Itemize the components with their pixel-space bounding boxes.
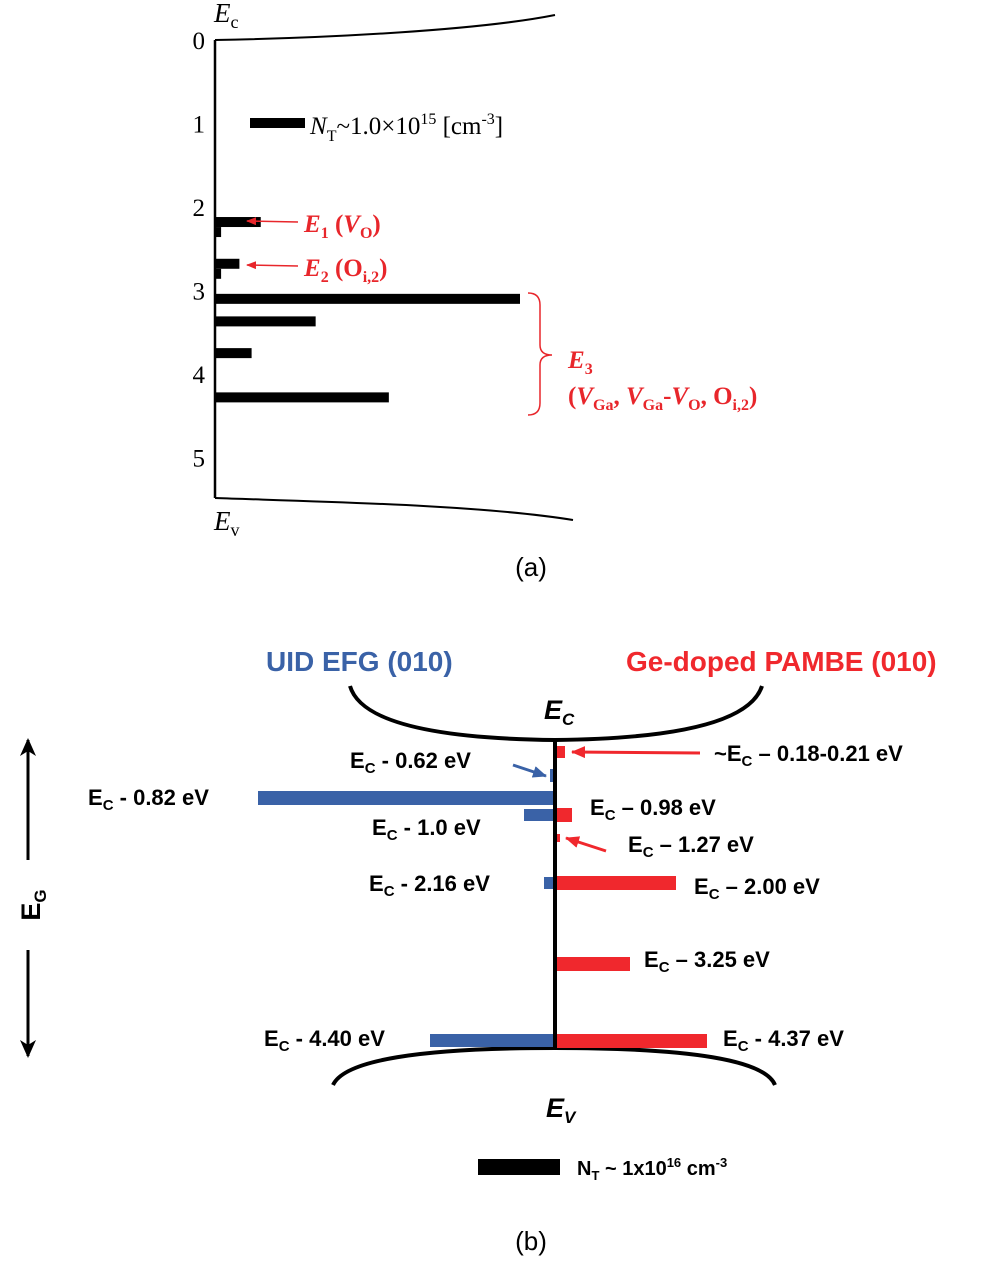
- axis-tick-label: 0: [193, 28, 206, 55]
- ec-label: EC: [544, 695, 575, 729]
- e3-bracket: [527, 292, 553, 416]
- left-bar-0.62eV: [550, 769, 555, 782]
- right-label-0.18: ~EC – 0.18-0.21 eV: [714, 741, 903, 770]
- eg-label: EG: [16, 889, 50, 920]
- conduction-band-curve: [214, 14, 556, 41]
- axis-tick-label: 1: [193, 112, 206, 139]
- scale-bar: [250, 118, 305, 128]
- scale-bar-b: [478, 1159, 560, 1175]
- trap-bar: [215, 348, 252, 359]
- ev-band-curve: [331, 1045, 777, 1087]
- left-bar-2.16eV: [544, 877, 555, 889]
- panel-b: UID EFG (010) Ge-doped PAMBE (010) EC EV…: [16, 646, 937, 1256]
- right-bar-3.25eV: [555, 957, 630, 971]
- left-label-2.16: EC - 2.16 eV: [369, 871, 490, 900]
- right-label-3.25: EC – 3.25 eV: [644, 947, 770, 976]
- axis-tick-labels: 0 1 2 3 4 5: [193, 28, 206, 473]
- right-label-0.98: EC – 0.98 eV: [590, 795, 716, 824]
- axis-tick-label: 2: [193, 195, 206, 222]
- valence-band-curve: [214, 497, 574, 521]
- e1-arrow: [246, 217, 299, 226]
- trap-bar: [215, 258, 240, 269]
- right-label-2.00: EC – 2.00 eV: [694, 874, 820, 903]
- left-label-0.62: EC - 0.62 eV: [350, 748, 471, 777]
- right-bar-0.18eV: [555, 746, 565, 758]
- e3-label: E3: [567, 347, 593, 378]
- left-bar-0.82eV: [258, 791, 555, 805]
- right-arrow-0.18: [571, 746, 701, 759]
- axis-tick-label: 4: [193, 362, 206, 389]
- right-label-4.37: EC - 4.37 eV: [723, 1026, 844, 1055]
- ev-band-label: Ev: [213, 506, 240, 540]
- right-bar-0.98eV: [555, 808, 572, 822]
- panel-b-caption: (b): [515, 1226, 547, 1256]
- left-arrow-0.62: [512, 763, 547, 778]
- trap-bar: [215, 316, 316, 327]
- axis-tick-label: 3: [193, 279, 206, 306]
- left-label-1.0: EC - 1.0 eV: [372, 815, 481, 844]
- e2-label: E2 (Oi,2): [303, 255, 388, 286]
- ec-band-label: Ec: [213, 0, 239, 32]
- left-bar-1.0eV: [524, 809, 555, 821]
- trap-bar: [215, 268, 222, 279]
- panel-a-caption: (a): [515, 552, 547, 582]
- left-label-4.40: EC - 4.40 eV: [264, 1026, 385, 1055]
- trap-density-bars: [215, 217, 520, 403]
- e2-arrow: [246, 261, 299, 270]
- axis-tick-label: 5: [193, 446, 206, 473]
- right-bar-2.00eV: [555, 876, 676, 890]
- trap-bar: [215, 217, 261, 228]
- right-label-1.27: EC – 1.27 eV: [628, 832, 754, 861]
- trap-bar: [215, 392, 389, 403]
- left-sample-title: UID EFG (010): [266, 646, 453, 677]
- e1-label: E1 (VO): [303, 211, 381, 242]
- scale-bar-b-label: NT ~ 1x1016 cm-3: [577, 1155, 727, 1183]
- left-bar-4.40eV: [430, 1034, 555, 1047]
- ev-label: EV: [546, 1093, 577, 1127]
- left-label-0.82: EC - 0.82 eV: [88, 785, 209, 814]
- trap-bar: [215, 227, 222, 238]
- right-arrow-1.27: [565, 836, 607, 853]
- e3-origin-label: (VGa, VGa-VO, Oi,2): [568, 383, 757, 414]
- right-bar-1.27eV: [555, 834, 560, 842]
- right-bar-4.37eV: [555, 1034, 707, 1048]
- scale-bar-label: NT~1.0×1015 [cm-3]: [309, 111, 503, 145]
- trap-bar: [215, 293, 520, 304]
- right-sample-title: Ge-doped PAMBE (010): [626, 646, 937, 677]
